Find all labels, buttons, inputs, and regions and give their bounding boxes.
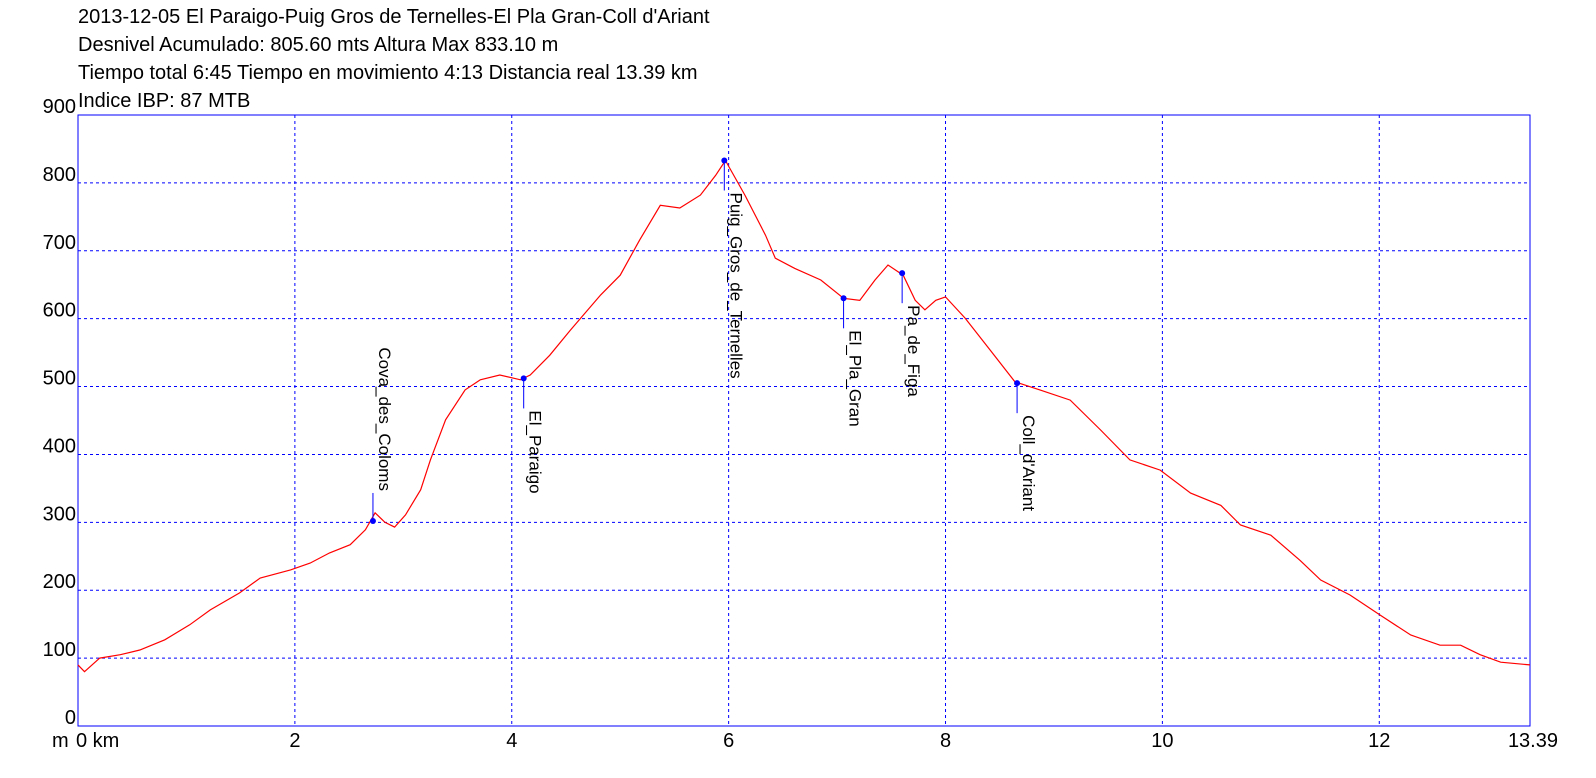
y-tick-label: 100 — [43, 639, 76, 661]
title-line: Indice IBP: 87 MTB — [78, 90, 250, 112]
x-tick-label: 0 km — [76, 730, 119, 752]
y-tick-label: 200 — [43, 571, 76, 593]
title-line: Desnivel Acumulado: 805.60 mts Altura Ma… — [78, 34, 558, 56]
waypoint-label: Puig_Gros_de_Ternelles — [726, 192, 745, 378]
waypoint — [899, 270, 906, 277]
waypoint — [840, 295, 847, 302]
y-tick-label: 900 — [43, 96, 76, 118]
x-tick-label: 2 — [289, 730, 300, 752]
y-tick-label: 400 — [43, 435, 76, 457]
y-unit-label: m — [52, 730, 69, 752]
elevation-line — [77, 159, 1531, 673]
x-tick-label: 8 — [940, 730, 951, 752]
y-tick-label: 0 — [65, 707, 76, 729]
waypoint — [1014, 380, 1021, 387]
waypoint-label: Pa_de_Figa — [904, 305, 923, 397]
y-tick-label: 800 — [43, 164, 76, 186]
x-tick-label: 4 — [506, 730, 517, 752]
y-tick-label: 700 — [43, 232, 76, 254]
waypoint-label: Coll_d'Ariant — [1019, 415, 1038, 511]
waypoint-label: El_Paraigo — [526, 410, 545, 493]
x-tick-label: 12 — [1368, 730, 1390, 752]
waypoint — [721, 157, 728, 164]
title-line: Tiempo total 6:45 Tiempo en movimiento 4… — [78, 62, 698, 84]
x-tick-label: 13.39 — [1508, 730, 1558, 752]
y-tick-label: 300 — [43, 503, 76, 525]
waypoint-label: El_Pla_Gran — [846, 330, 865, 426]
waypoint-label: Cova_des_Coloms — [375, 347, 394, 491]
y-tick-label: 500 — [43, 368, 76, 390]
x-tick-label: 6 — [723, 730, 734, 752]
x-tick-label: 10 — [1151, 730, 1173, 752]
waypoint — [520, 375, 527, 382]
plot-frame — [77, 114, 1531, 727]
title-line: 2013-12-05 El Paraigo-Puig Gros de Terne… — [78, 6, 710, 28]
y-tick-label: 600 — [43, 300, 76, 322]
waypoint — [369, 517, 376, 524]
